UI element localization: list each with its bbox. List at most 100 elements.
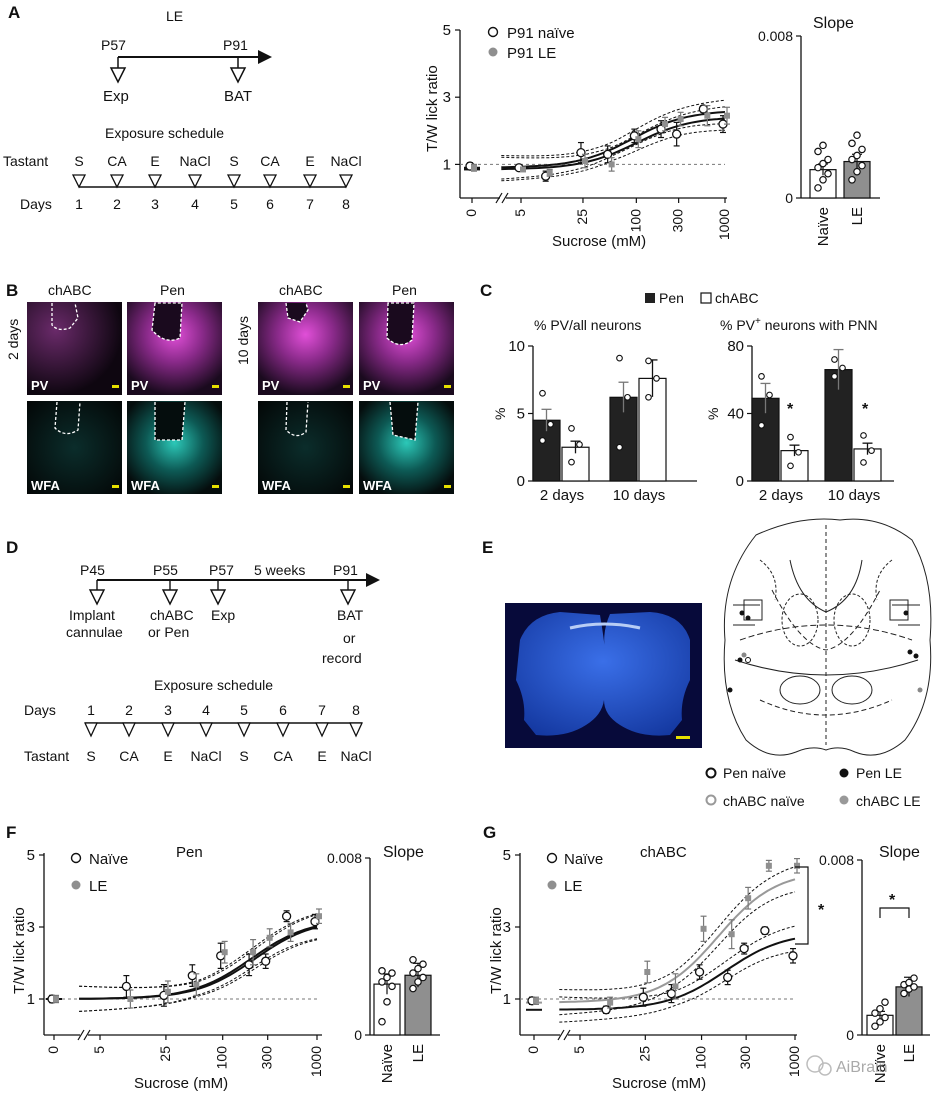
slope-data-point: [814, 184, 822, 192]
panel-c: C Pen chABC % PV/all neurons % PV+ neuro…: [480, 281, 894, 504]
slope-data-point: [848, 139, 856, 148]
g-title: chABC: [640, 844, 687, 861]
schedule-triangle: [302, 174, 318, 189]
slope-data-point: [881, 998, 889, 1006]
bar-data-point: [568, 425, 575, 432]
schedule-triangle: [226, 174, 242, 189]
g-star-curve: *: [818, 902, 825, 919]
schedule-day: 3: [151, 196, 159, 212]
data-point-naive: [187, 970, 197, 981]
data-point-le: [53, 996, 59, 1002]
schedule-triangle: [262, 174, 278, 189]
legend-le-label: P91 LE: [507, 45, 556, 62]
slope-data-point: [876, 1018, 884, 1026]
panel-e-letter: E: [482, 538, 493, 557]
slope-data-point: [388, 969, 396, 977]
b-col-label-1: chABC: [48, 282, 92, 298]
slope-data-point: [848, 155, 856, 164]
stain-label-wfa-3: WFA: [262, 478, 291, 493]
confidence-band-upper: [501, 99, 726, 157]
panel-f-letter: F: [6, 823, 16, 842]
d-days-row-label: Days: [24, 702, 56, 718]
legend-chabc-le: chABC LE: [856, 793, 921, 809]
y-tick-label: 3: [27, 919, 35, 936]
confidence-band-upper: [79, 914, 318, 989]
schedule-day: 4: [202, 702, 210, 718]
data-point-naive: [576, 147, 586, 158]
data-point-le: [127, 996, 134, 1002]
legend-pen-le: Pen LE: [856, 765, 902, 781]
panel-e: E: [482, 518, 932, 809]
schedule-triangle: [109, 174, 125, 189]
data-point-le: [700, 925, 707, 932]
legend-chabc-le-marker: [839, 795, 849, 805]
panel-f: F Pen 1 3 5 0 5 25 100 300 1000 Naïve LE Sucrose…: [6, 823, 440, 1092]
schedule-tastant: CA: [119, 748, 139, 764]
data-point-naive: [603, 149, 613, 159]
bar-data-point: [839, 364, 846, 372]
watermark-text: AiBrain: [836, 1059, 888, 1076]
bar-data-point: [576, 441, 583, 448]
d-ev-implant: Implant: [69, 607, 115, 623]
bar-data-point: [539, 389, 546, 397]
data-point-le: [546, 169, 553, 176]
exp-marker: [109, 67, 127, 84]
schedule-triangle: [83, 722, 99, 738]
d-tastant-row-label: Tastant: [24, 748, 69, 764]
slope-data-point: [871, 1009, 879, 1017]
timeline-end-label: P91: [223, 37, 248, 53]
stain-label-wfa-1: WFA: [31, 478, 60, 493]
data-point-le: [704, 112, 711, 119]
c-left-ylabel: %: [492, 408, 508, 420]
bar-data-point: [787, 433, 794, 441]
category-label: 10 days: [828, 487, 881, 504]
schedule-day: 7: [318, 702, 326, 718]
slope-data-point: [853, 131, 861, 140]
bar-data-point: [758, 421, 765, 429]
schedule-tastant: NaCl: [330, 153, 361, 169]
schedule-tastant: E: [305, 153, 314, 169]
data-point-le: [164, 988, 171, 995]
data-point-naive: [671, 129, 682, 139]
category-label: 2 days: [540, 487, 584, 504]
panel-d-letter: D: [6, 538, 18, 557]
fit-curve-le: [559, 878, 796, 1004]
legend-le-marker: [488, 47, 498, 57]
panel-g-letter: G: [483, 823, 496, 842]
data-point-naive: [121, 981, 132, 992]
slope-data-point: [910, 974, 918, 982]
stain-label-pv-3: PV: [262, 378, 280, 393]
schedule-day: 5: [240, 702, 248, 718]
fit-curve-naive: [501, 111, 726, 169]
y-tick-label: 10: [508, 338, 525, 355]
x-tick-label: 0: [525, 1046, 541, 1054]
bar-data-point: [645, 393, 652, 401]
c-star-10days: *: [862, 401, 869, 418]
schedule-tastant: CA: [273, 748, 293, 764]
timeline-event-marker: [339, 589, 357, 606]
legend-chabc-naive: chABC naïve: [723, 793, 805, 809]
legend-pen-swatch: [645, 293, 655, 303]
d-tl-p57: P57: [209, 562, 234, 578]
x-tick-label: 100: [693, 1046, 709, 1070]
data-point-naive: [666, 988, 677, 999]
x-tick-label: 25: [157, 1046, 173, 1062]
schedule-day: 4: [191, 196, 199, 212]
data-point-naive: [723, 972, 733, 983]
slope-data-point: [824, 155, 832, 164]
schedule-day: 2: [125, 702, 133, 718]
data-point-le: [724, 112, 730, 119]
schedule-day: 6: [266, 196, 274, 212]
a-xlabel: Sucrose (mM): [552, 233, 646, 250]
data-point-le: [520, 166, 526, 173]
d-ev-orpen: or Pen: [148, 624, 189, 640]
schedule-tastant: CA: [107, 153, 127, 169]
data-point-le: [644, 969, 651, 975]
schedule-title: Exposure schedule: [105, 125, 224, 141]
data-point-le: [266, 934, 273, 941]
schedule-triangle: [71, 174, 87, 189]
timeline-start-label: P57: [101, 37, 126, 53]
bar-data-point: [653, 375, 660, 382]
schedule-day: 6: [279, 702, 287, 718]
slope-data-point: [383, 973, 391, 982]
